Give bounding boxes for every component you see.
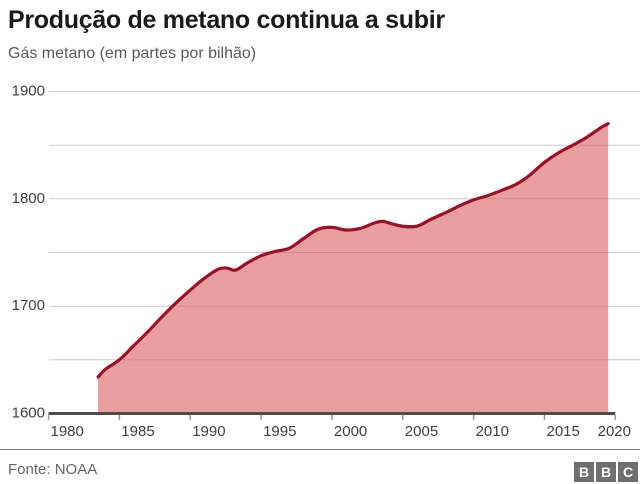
page-title: Produção de metano continua a subir bbox=[8, 6, 445, 34]
methane-line bbox=[96, 122, 610, 379]
x-tick-label-1980: 1980 bbox=[51, 423, 84, 440]
footer-divider bbox=[0, 449, 640, 450]
x-tick-label-1990: 1990 bbox=[192, 423, 225, 440]
y-tick-label-1900: 1900 bbox=[12, 83, 45, 100]
x-axis-ticks bbox=[47, 415, 617, 420]
y-tick-label-1600: 1600 bbox=[12, 405, 45, 422]
y-axis-labels: 1600 1700 1800 1900 bbox=[12, 83, 45, 422]
methane-area bbox=[98, 123, 609, 414]
x-tick-label-2005: 2005 bbox=[405, 423, 438, 440]
x-tick-label-1985: 1985 bbox=[121, 423, 154, 440]
x-tick-label-2010: 2010 bbox=[476, 423, 509, 440]
source-credit: Fonte: NOAA bbox=[8, 461, 98, 478]
bbc-logo-block-c: C bbox=[618, 462, 638, 482]
x-axis-labels: 1980 1985 1990 1995 2000 2005 2010 2015 2020 bbox=[51, 423, 631, 440]
x-tick-label-1995: 1995 bbox=[263, 423, 296, 440]
x-tick-label-2015: 2015 bbox=[547, 423, 580, 440]
y-tick-label-1800: 1800 bbox=[12, 190, 45, 207]
bbc-logo-block-b2: B bbox=[596, 462, 616, 482]
chart-subtitle: Gás metano (em partes por bilhão) bbox=[8, 45, 257, 62]
x-tick-label-2020: 2020 bbox=[598, 423, 631, 440]
x-tick-label-2000: 2000 bbox=[334, 423, 367, 440]
bbc-logo: B B C bbox=[574, 462, 638, 482]
bbc-logo-block-b1: B bbox=[574, 462, 594, 482]
y-tick-label-1700: 1700 bbox=[12, 297, 45, 314]
